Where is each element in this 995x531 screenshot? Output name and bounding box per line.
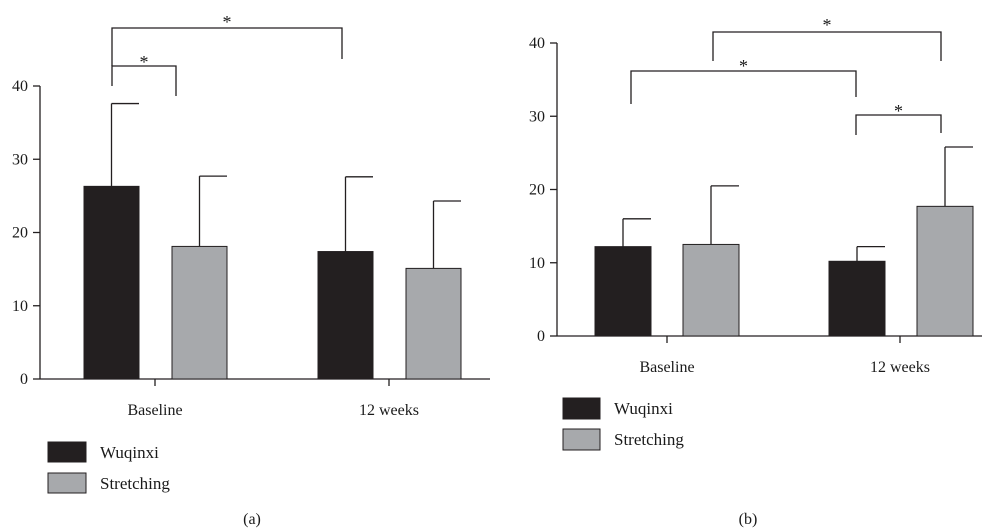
legend-label: Wuqinxi — [614, 399, 673, 418]
x-category-label: Baseline — [639, 359, 694, 376]
y-tick-label: 0 — [20, 371, 28, 388]
panel-label: (b) — [739, 511, 758, 528]
significance-star: * — [739, 56, 748, 76]
significance-bracket — [111, 65, 177, 96]
panel-label: (a) — [243, 511, 261, 528]
y-tick-label: 20 — [529, 182, 545, 199]
legend-swatch-stretching — [562, 428, 601, 451]
significance-star: * — [894, 101, 903, 121]
bar-stretching — [916, 205, 974, 337]
significance-star: * — [223, 12, 232, 32]
significance-bracket — [712, 31, 942, 61]
x-category-label: 12 weeks — [870, 359, 930, 376]
panel-a-chart: 0 10 20 30 40 Baseline 12 weeks * * Wuqinxi Stretc… — [12, 12, 490, 528]
bar-wuqinxi — [83, 185, 140, 380]
significance-bracket — [855, 114, 942, 135]
significance-bracket — [111, 27, 343, 66]
y-tick-label: 30 — [12, 151, 28, 168]
significance-star: * — [823, 15, 832, 35]
y-tick-label: 40 — [529, 35, 545, 52]
legend-label: Stretching — [614, 430, 684, 449]
bar-stretching — [171, 245, 228, 380]
y-tick-label: 20 — [12, 225, 28, 242]
significance-star: * — [140, 52, 149, 72]
x-category-label: Baseline — [127, 402, 182, 419]
y-tick-label: 30 — [529, 108, 545, 125]
bar-wuqinxi — [828, 260, 886, 337]
panel-b-chart: 0 10 20 30 40 Baseline 12 weeks * * * Wuqinxi Stret… — [529, 15, 982, 528]
y-tick-label: 10 — [12, 298, 28, 315]
y-tick-label: 40 — [12, 78, 28, 95]
significance-bracket — [630, 70, 857, 104]
bar-wuqinxi — [317, 251, 374, 380]
legend-swatch-stretching — [47, 472, 87, 494]
y-tick-label: 0 — [537, 328, 545, 345]
bar-wuqinxi — [594, 246, 652, 337]
legend-swatch-wuqinxi — [47, 441, 87, 463]
legend-label: Stretching — [100, 474, 170, 493]
x-category-label: 12 weeks — [359, 402, 419, 419]
bar-stretching — [682, 243, 740, 337]
legend-label: Wuqinxi — [100, 443, 159, 462]
legend-swatch-wuqinxi — [562, 397, 601, 420]
y-tick-label: 10 — [529, 255, 545, 272]
bar-stretching — [405, 267, 462, 380]
